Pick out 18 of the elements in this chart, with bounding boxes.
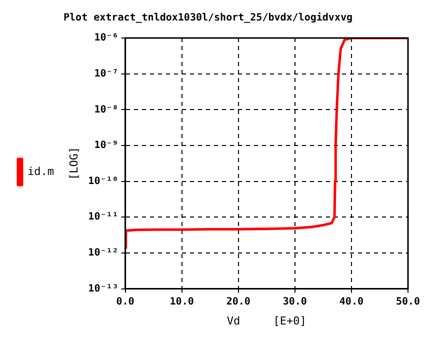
x-tick-label: 10.0	[170, 296, 194, 308]
x-tick-label: 40.0	[339, 296, 364, 308]
y-axis-title: [LOG]	[67, 146, 80, 180]
x-tick-label: 20.0	[226, 296, 250, 308]
chart-title: Plot extract_tnldox1030l/short_25/bvdx/logidvxvg	[64, 12, 352, 24]
y-tick-label: 10⁻¹³	[88, 283, 118, 294]
legend-label: id.m	[28, 164, 54, 178]
y-tick-label: 10⁻⁷	[94, 68, 118, 80]
y-tick-label: 10⁻⁹	[94, 140, 118, 152]
x-tick-label: 30.0	[282, 296, 307, 308]
x-tick-label: 50.0	[396, 296, 420, 308]
y-tick-label: 10⁻⁸	[94, 104, 118, 116]
y-tick-label: 10⁻¹¹	[88, 212, 118, 223]
y-tick-label: 10⁻⁶	[94, 32, 118, 44]
x-tick-label: 0.0	[116, 296, 134, 308]
y-tick-label: 10⁻¹⁰	[88, 176, 118, 187]
y-tick-label: 10⁻¹²	[88, 248, 118, 259]
x-axis-title: Vd [E+0]	[226, 314, 306, 328]
